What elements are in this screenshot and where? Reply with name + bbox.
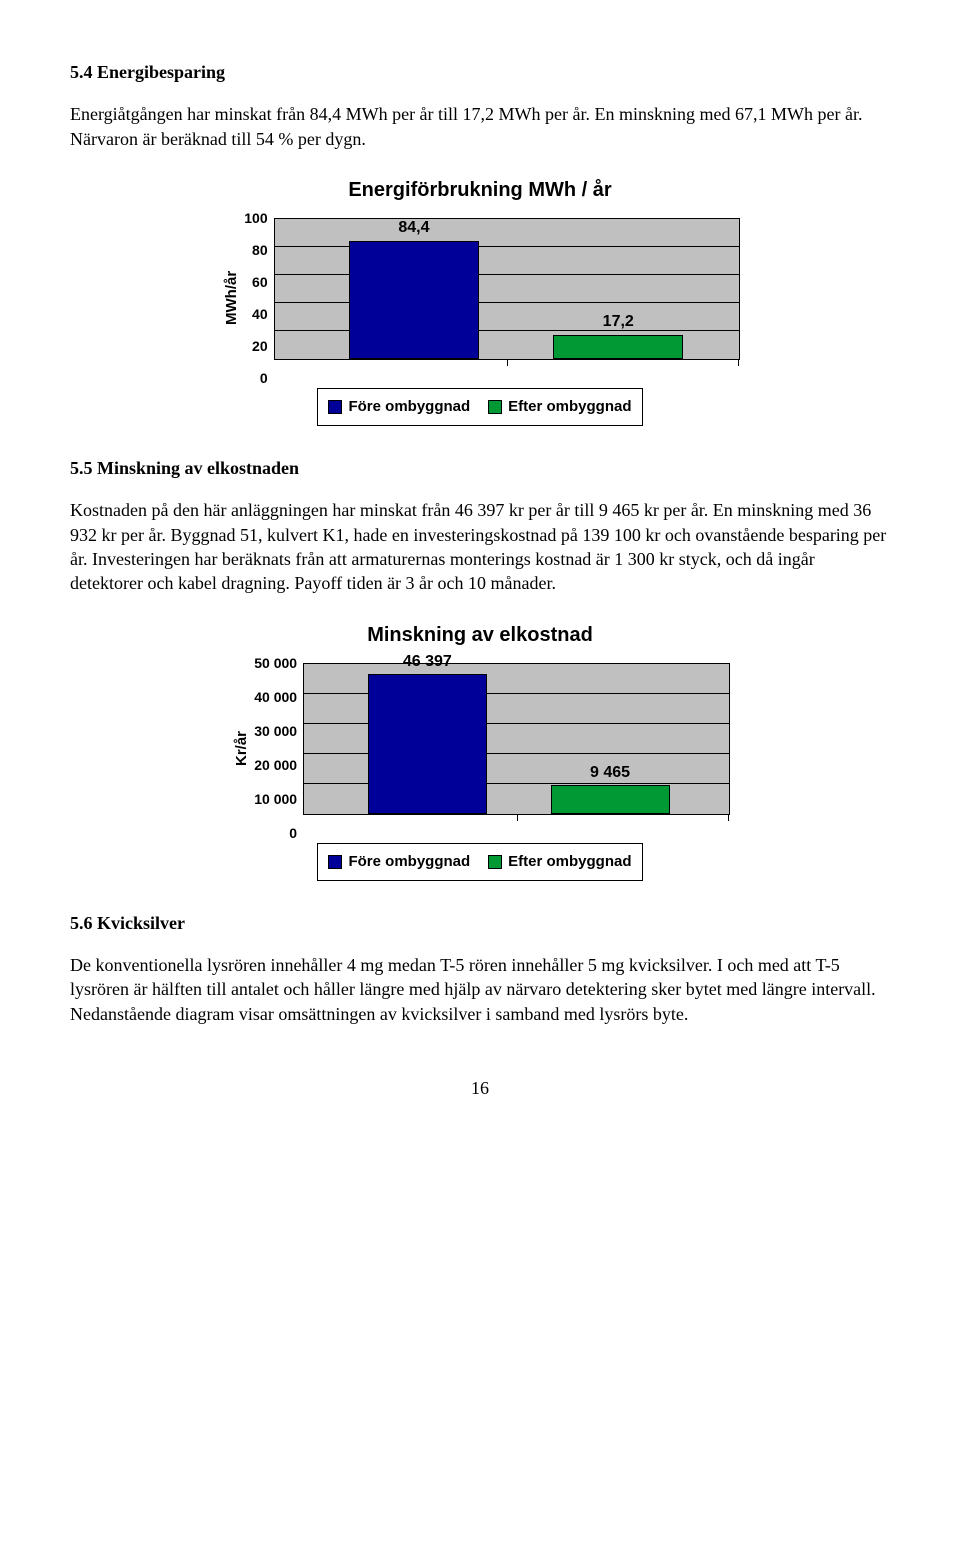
legend-swatch-after-icon xyxy=(488,855,502,869)
chart1-plot: 84,4 17,2 xyxy=(274,218,740,360)
legend-swatch-before-icon xyxy=(328,855,342,869)
bar xyxy=(551,785,670,813)
bar-value-label: 9 465 xyxy=(590,762,630,784)
bar xyxy=(349,241,479,359)
chart2-title: Minskning av elkostnad xyxy=(70,622,890,649)
chart2-plot: 46 3979 465 xyxy=(303,663,730,815)
chart1: MWh/år 100806040200 84,4 17,2 Före ombygg… xyxy=(220,218,740,426)
legend-label-before: Före ombyggnad xyxy=(348,852,470,872)
bar xyxy=(368,674,487,813)
bar-value-label: 84,4 xyxy=(398,217,429,239)
legend-swatch-after-icon xyxy=(488,400,502,414)
section-heading-energibesparing: 5.4 Energibesparing xyxy=(70,60,890,84)
legend-label-after: Efter ombyggnad xyxy=(508,397,631,417)
legend-swatch-before-icon xyxy=(328,400,342,414)
section-heading-elkostnaden: 5.5 Minskning av elkostnaden xyxy=(70,456,890,480)
chart1-title: Energiförbrukning MWh / år xyxy=(70,177,890,204)
chart2-legend: Före ombyggnad Efter ombyggnad xyxy=(317,843,642,881)
legend-label-before: Före ombyggnad xyxy=(348,397,470,417)
bar xyxy=(553,335,683,359)
section-heading-kvicksilver: 5.6 Kvicksilver xyxy=(70,911,890,935)
page-number: 16 xyxy=(70,1076,890,1100)
para-elkostnaden: Kostnaden på den här anläggningen har mi… xyxy=(70,498,890,595)
bar-value-label: 17,2 xyxy=(603,311,634,333)
chart1-ylabel: MWh/år xyxy=(220,218,244,378)
legend-label-after: Efter ombyggnad xyxy=(508,852,631,872)
para-kvicksilver: De konventionella lysrören innehåller 4 … xyxy=(70,953,890,1026)
chart2-ylabel: Kr/år xyxy=(230,663,254,833)
chart1-yaxis: 100806040200 xyxy=(244,218,273,378)
chart2: Kr/år 50 00040 00030 00020 00010 0000 46… xyxy=(230,663,730,881)
chart1-legend: Före ombyggnad Efter ombyggnad xyxy=(317,388,642,426)
para-energibesparing: Energiåtgången har minskat från 84,4 MWh… xyxy=(70,102,890,151)
bar-value-label: 46 397 xyxy=(403,651,452,673)
chart2-yaxis: 50 00040 00030 00020 00010 0000 xyxy=(254,663,303,833)
